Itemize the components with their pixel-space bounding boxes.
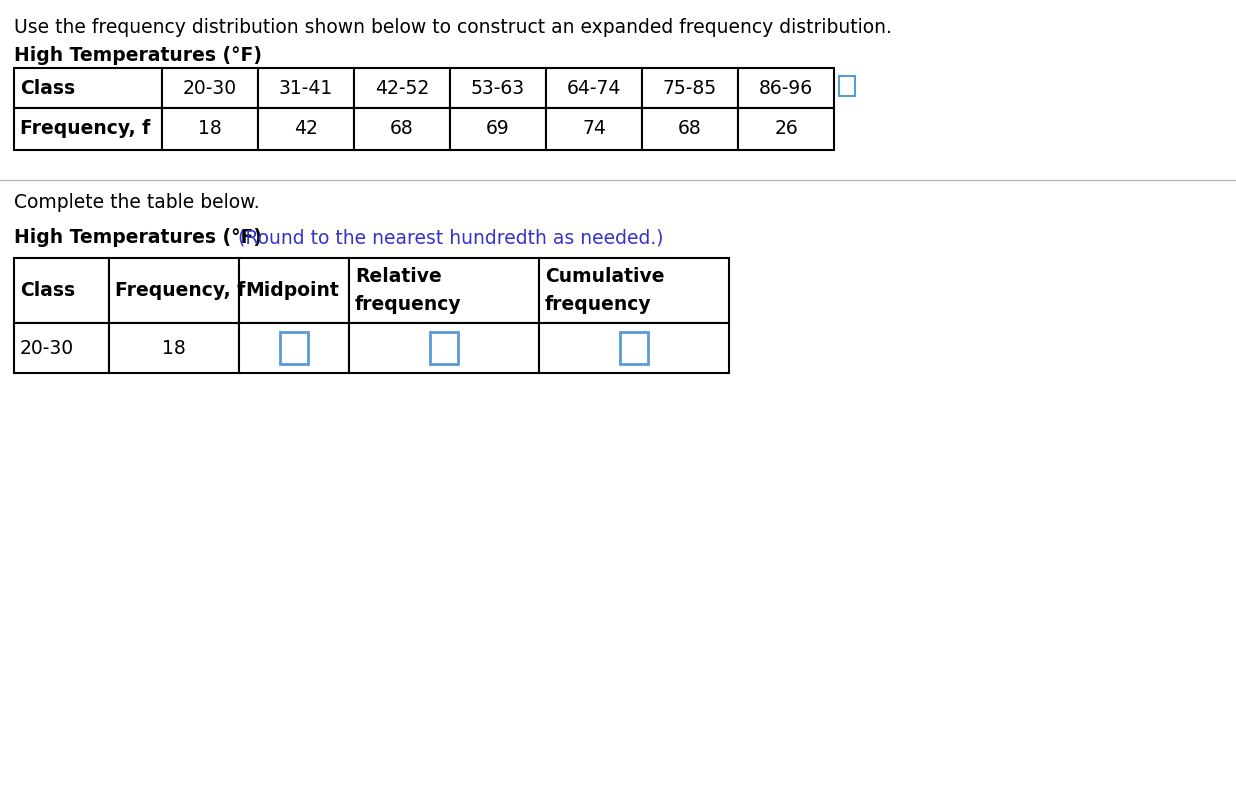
Text: 74: 74: [582, 119, 606, 138]
Bar: [281, 332, 308, 364]
Bar: [109, 323, 239, 373]
Bar: [349, 258, 539, 323]
Bar: [839, 76, 855, 96]
Bar: [258, 108, 353, 150]
Text: 53-63: 53-63: [471, 78, 525, 97]
Text: Frequency, f: Frequency, f: [20, 119, 151, 138]
Text: 31-41: 31-41: [279, 78, 334, 97]
Text: 86-96: 86-96: [759, 78, 813, 97]
Bar: [162, 108, 258, 150]
Text: 18: 18: [198, 119, 222, 138]
Bar: [14, 68, 162, 108]
Text: Relative: Relative: [355, 267, 441, 286]
Text: 68: 68: [391, 119, 414, 138]
Bar: [239, 323, 349, 373]
Bar: [450, 68, 546, 108]
Text: 26: 26: [774, 119, 798, 138]
Bar: [258, 68, 353, 108]
Bar: [620, 332, 648, 364]
Bar: [546, 68, 641, 108]
Text: Use the frequency distribution shown below to construct an expanded frequency di: Use the frequency distribution shown bel…: [14, 18, 892, 37]
Text: Cumulative: Cumulative: [545, 267, 665, 286]
Bar: [539, 258, 729, 323]
Text: 20-30: 20-30: [183, 78, 237, 97]
Bar: [539, 323, 729, 373]
Text: High Temperatures (°F): High Temperatures (°F): [14, 46, 262, 65]
Text: 18: 18: [162, 338, 185, 358]
Text: Class: Class: [20, 281, 75, 300]
Text: frequency: frequency: [545, 295, 651, 314]
Text: frequency: frequency: [355, 295, 461, 314]
Bar: [353, 108, 450, 150]
Bar: [641, 68, 738, 108]
Bar: [162, 68, 258, 108]
Text: 20-30: 20-30: [20, 338, 74, 358]
Text: 42: 42: [294, 119, 318, 138]
Text: 75-85: 75-85: [662, 78, 717, 97]
Bar: [430, 332, 459, 364]
Bar: [353, 68, 450, 108]
Text: 68: 68: [679, 119, 702, 138]
Bar: [14, 258, 109, 323]
Bar: [738, 68, 834, 108]
Bar: [14, 323, 109, 373]
Bar: [738, 108, 834, 150]
Text: High Temperatures (°F): High Temperatures (°F): [14, 228, 262, 247]
Bar: [349, 323, 539, 373]
Text: 64-74: 64-74: [567, 78, 622, 97]
Text: 69: 69: [486, 119, 510, 138]
Text: Frequency, f: Frequency, f: [115, 281, 245, 300]
Bar: [450, 108, 546, 150]
Bar: [239, 258, 349, 323]
Text: 42-52: 42-52: [375, 78, 429, 97]
Text: (Round to the nearest hundredth as needed.): (Round to the nearest hundredth as neede…: [220, 228, 664, 247]
Text: Class: Class: [20, 78, 75, 97]
Text: Complete the table below.: Complete the table below.: [14, 193, 260, 212]
Text: High Temperatures (°F)   (Round to the nearest hundredth as needed.): High Temperatures (°F) (Round to the nea…: [14, 228, 676, 247]
Bar: [546, 108, 641, 150]
Bar: [109, 258, 239, 323]
Bar: [14, 108, 162, 150]
Bar: [641, 108, 738, 150]
Text: Midpoint: Midpoint: [245, 281, 339, 300]
